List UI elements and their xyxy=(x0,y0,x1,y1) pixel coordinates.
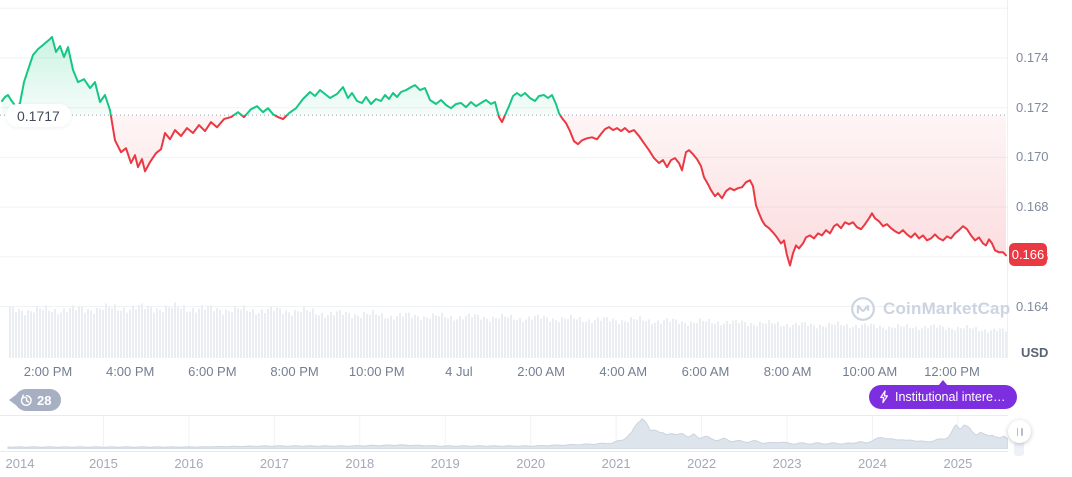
history-clock-icon xyxy=(20,393,32,406)
coinmarketcap-logo-icon xyxy=(851,297,875,321)
currency-unit-label: USD xyxy=(1021,345,1049,360)
last-price-badge: 0.166 xyxy=(1009,243,1047,267)
year-label: 2022 xyxy=(687,456,717,471)
year-label: 2016 xyxy=(174,456,204,471)
x-tick-label: 2:00 AM xyxy=(517,364,565,379)
watermark: CoinMarketCap xyxy=(850,296,1010,322)
institutional-interest-button[interactable]: Institutional intere… xyxy=(869,385,1018,409)
watermark-text: CoinMarketCap xyxy=(883,299,1011,318)
year-label: 2014 xyxy=(5,456,35,471)
year-label: 2020 xyxy=(516,456,546,471)
year-label: 2025 xyxy=(943,456,973,471)
handle-grip-icon xyxy=(1016,427,1018,436)
x-tick-label: 2:00 PM xyxy=(23,364,73,379)
x-tick-label: 8:00 AM xyxy=(763,364,812,379)
history-badge-count: 28 xyxy=(37,392,52,408)
x-tick-label: 4:00 AM xyxy=(599,364,648,379)
x-tick-label: 4:00 PM xyxy=(105,364,155,379)
history-badge[interactable]: 28 xyxy=(15,389,62,411)
y-tick-label: 0.168 xyxy=(1016,199,1049,215)
x-axis: 2:00 PM 4:00 PM 6:00 PM 8:00 PM 10:00 PM 4 Ju… xyxy=(0,364,1007,382)
baseline-price-label: 0.1717 xyxy=(6,104,71,127)
year-label: 2024 xyxy=(858,456,887,471)
year-axis: 2014 2015 2016 2017 2018 2019 2020 2021 2022 2023… xyxy=(0,456,1008,474)
year-label: 2019 xyxy=(430,456,460,471)
year-label: 2021 xyxy=(601,456,631,471)
x-tick-label: 6:00 PM xyxy=(188,364,237,379)
year-label: 2023 xyxy=(772,456,802,471)
x-tick-label: 6:00 AM xyxy=(681,364,730,379)
x-tick-label: 4 Jul xyxy=(445,364,473,379)
handle-grip-icon xyxy=(1021,427,1023,436)
institutional-interest-label: Institutional intere… xyxy=(895,390,1006,404)
price-chart-area[interactable]: 0.1717 CoinMarketCap xyxy=(0,0,1010,358)
navigator-mini-chart[interactable] xyxy=(0,416,1009,450)
x-tick-label: 8:00 PM xyxy=(270,364,319,379)
x-tick-label: 10:00 AM xyxy=(842,364,898,379)
year-label: 2017 xyxy=(259,456,289,471)
year-label: 2015 xyxy=(88,456,118,471)
price-chart[interactable] xyxy=(0,0,1007,358)
y-tick-label: 0.172 xyxy=(1016,99,1049,115)
y-tick-label: 0.174 xyxy=(1016,50,1049,65)
x-tick-label: 10:00 PM xyxy=(348,364,405,379)
navigator-resize-handle[interactable] xyxy=(1008,420,1031,443)
year-label: 2018 xyxy=(345,456,375,471)
navigator-handle-track xyxy=(1014,441,1024,456)
x-tick-label: 12:00 PM xyxy=(924,364,980,379)
lightning-bolt-icon xyxy=(880,390,888,404)
y-tick-label: 0.170 xyxy=(1016,149,1049,165)
range-navigator[interactable] xyxy=(0,415,1009,452)
y-tick-label: 0.164 xyxy=(1016,298,1049,314)
